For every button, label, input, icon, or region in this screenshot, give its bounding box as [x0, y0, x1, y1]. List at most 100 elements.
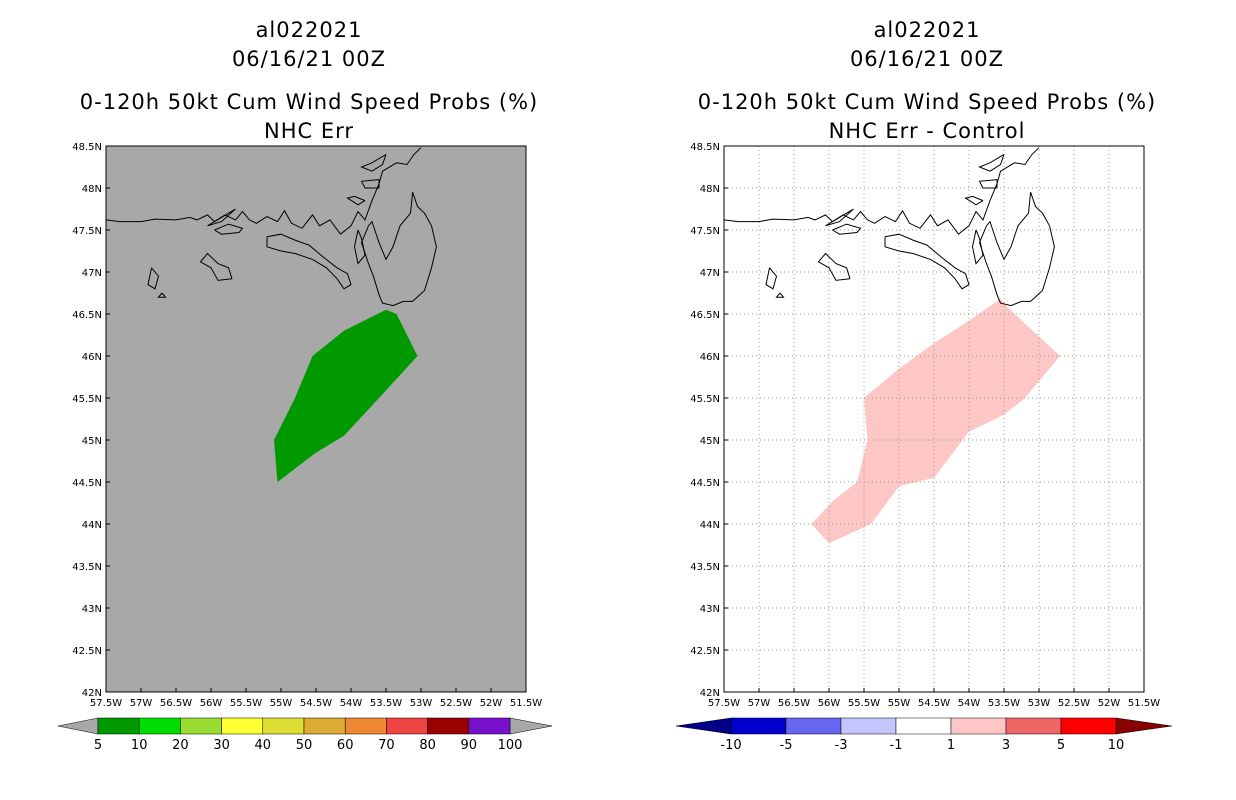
init-time: 06/16/21 00Z — [231, 47, 387, 71]
y-tick-label: 42N — [700, 688, 720, 699]
y-tick-label: 48.5N — [72, 142, 102, 153]
y-tick-label: 47N — [82, 268, 102, 279]
colorbar-label: 30 — [213, 738, 230, 753]
y-tick-label: 44.5N — [690, 478, 720, 489]
init-time: 06/16/21 00Z — [849, 47, 1005, 71]
colorbar-label: 60 — [337, 738, 354, 753]
coastline-segment — [353, 229, 366, 265]
x-tick-label: 56.5W — [778, 698, 810, 709]
coastline-segment — [978, 153, 1005, 172]
colorbar-swatch-0 — [730, 717, 787, 735]
colorbar-swatch-4 — [950, 717, 1007, 735]
y-tick-label: 45N — [700, 436, 720, 447]
storm-id: al022021 — [873, 18, 981, 42]
y-tick-label: 42N — [82, 688, 102, 699]
x-tick-label: 55W — [888, 698, 911, 709]
x-tick-label: 54.5W — [918, 698, 950, 709]
y-tick-label: 47N — [700, 268, 720, 279]
colorbar-label: 20 — [172, 738, 189, 753]
x-tick-label: 51.5W — [510, 698, 542, 709]
colorbar-label: 100 — [498, 738, 523, 753]
y-tick-label: 44.5N — [72, 478, 102, 489]
x-tick-label: 53W — [410, 698, 433, 709]
coastline-segment — [765, 267, 778, 290]
coastline-segment — [817, 252, 851, 281]
x-tick-label: 57.5W — [708, 698, 740, 709]
colorbar-swatch-6 — [344, 717, 387, 735]
colorbar-label: -1 — [890, 738, 903, 753]
y-tick-label: 48.5N — [690, 142, 720, 153]
prob-region-0 — [811, 298, 1060, 544]
x-tick-label: 56.5W — [160, 698, 192, 709]
colorbar-over-arrow — [1115, 717, 1173, 735]
coastline-segment — [978, 192, 1055, 307]
x-tick-label: 51.5W — [1128, 698, 1160, 709]
colorbar-swatch-4 — [262, 717, 305, 735]
colorbar-label: 80 — [419, 738, 436, 753]
colorbar-swatch-5 — [303, 717, 346, 735]
grid-lines — [724, 146, 1144, 692]
colorbar-swatch-1 — [785, 717, 842, 735]
coastline-segment — [964, 195, 984, 206]
y-tick-label: 46.5N — [690, 310, 720, 321]
colorbar-label: 3 — [1002, 738, 1010, 753]
y-tick-label: 46.5N — [72, 310, 102, 321]
colorbar-swatch-6 — [1060, 717, 1117, 735]
colorbar-swatch-5 — [1005, 717, 1062, 735]
y-tick-label: 47.5N — [72, 226, 102, 237]
coastline-segment — [214, 223, 244, 235]
colorbar-label: 10 — [1108, 738, 1125, 753]
x-tick-label: 57W — [130, 698, 153, 709]
colorbar-swatch-2 — [840, 717, 897, 735]
colorbar-label: 50 — [296, 738, 313, 753]
storm-id: al022021 — [255, 18, 363, 42]
x-tick-label: 55.5W — [848, 698, 880, 709]
y-tick-label: 43N — [82, 604, 102, 615]
coastline-segment — [724, 147, 1040, 235]
y-tick-label: 42.5N — [690, 646, 720, 657]
map-nhc-err-control: 57.5W 57W 56.5W 56W 55.5W 55W 54.5W 54W 53.5W 53W… — [690, 142, 1160, 709]
colorbar-swatch-7 — [386, 717, 428, 735]
coastline-segment — [884, 233, 970, 290]
coastline-segment — [832, 223, 862, 235]
chart-subtitle: NHC Err - Control — [828, 119, 1026, 143]
colorbar-label: -3 — [835, 738, 848, 753]
colorbar-over-arrow — [509, 717, 553, 735]
coastline-segment — [266, 233, 352, 290]
colorbar-label: 1 — [947, 738, 955, 753]
coastline-segment — [147, 267, 160, 290]
y-tick-label: 48N — [82, 184, 102, 195]
coastline-segment — [775, 292, 785, 298]
x-tick-label: 56W — [200, 698, 223, 709]
x-tick-label: 55W — [270, 698, 293, 709]
coastline-segment — [825, 208, 854, 227]
x-tick-label: 54W — [958, 698, 981, 709]
chart-subtitle: NHC Err — [263, 119, 354, 143]
x-tick-label: 54.5W — [300, 698, 332, 709]
y-tick-label: 44N — [700, 520, 720, 531]
colorbar-swatch-8 — [427, 717, 470, 735]
x-tick-label: 53.5W — [370, 698, 402, 709]
chart-title: 0-120h 50kt Cum Wind Speed Probs (%) — [79, 90, 539, 114]
colorbar-diff: -10 -5 -3 -1 1 3 5 10 — [675, 717, 1173, 753]
prob-region-0 — [274, 309, 418, 482]
x-tick-label: 52W — [480, 698, 503, 709]
y-tick-label: 43N — [700, 604, 720, 615]
coastline-segment — [346, 195, 366, 206]
y-tick-label: 46N — [700, 352, 720, 363]
x-tick-label: 56W — [818, 698, 841, 709]
x-tick-label: 53W — [1028, 698, 1051, 709]
colorbar-label: 5 — [94, 738, 102, 753]
colorbar-under-arrow — [675, 717, 732, 735]
panel-nhc-err-control: al022021 06/16/21 00Z 0-120h 50kt Cum Wi… — [618, 0, 1236, 800]
colorbar-label: 40 — [255, 738, 272, 753]
coastline-segment — [360, 192, 437, 307]
y-tick-label: 46N — [82, 352, 102, 363]
coastline-segment — [106, 147, 422, 235]
x-tick-label: 52.5W — [440, 698, 472, 709]
y-tick-label: 45.5N — [72, 394, 102, 405]
map-content — [106, 147, 437, 482]
x-tick-label: 57.5W — [90, 698, 122, 709]
colorbar-swatch-3 — [221, 717, 264, 735]
coastline-segment — [360, 179, 380, 189]
